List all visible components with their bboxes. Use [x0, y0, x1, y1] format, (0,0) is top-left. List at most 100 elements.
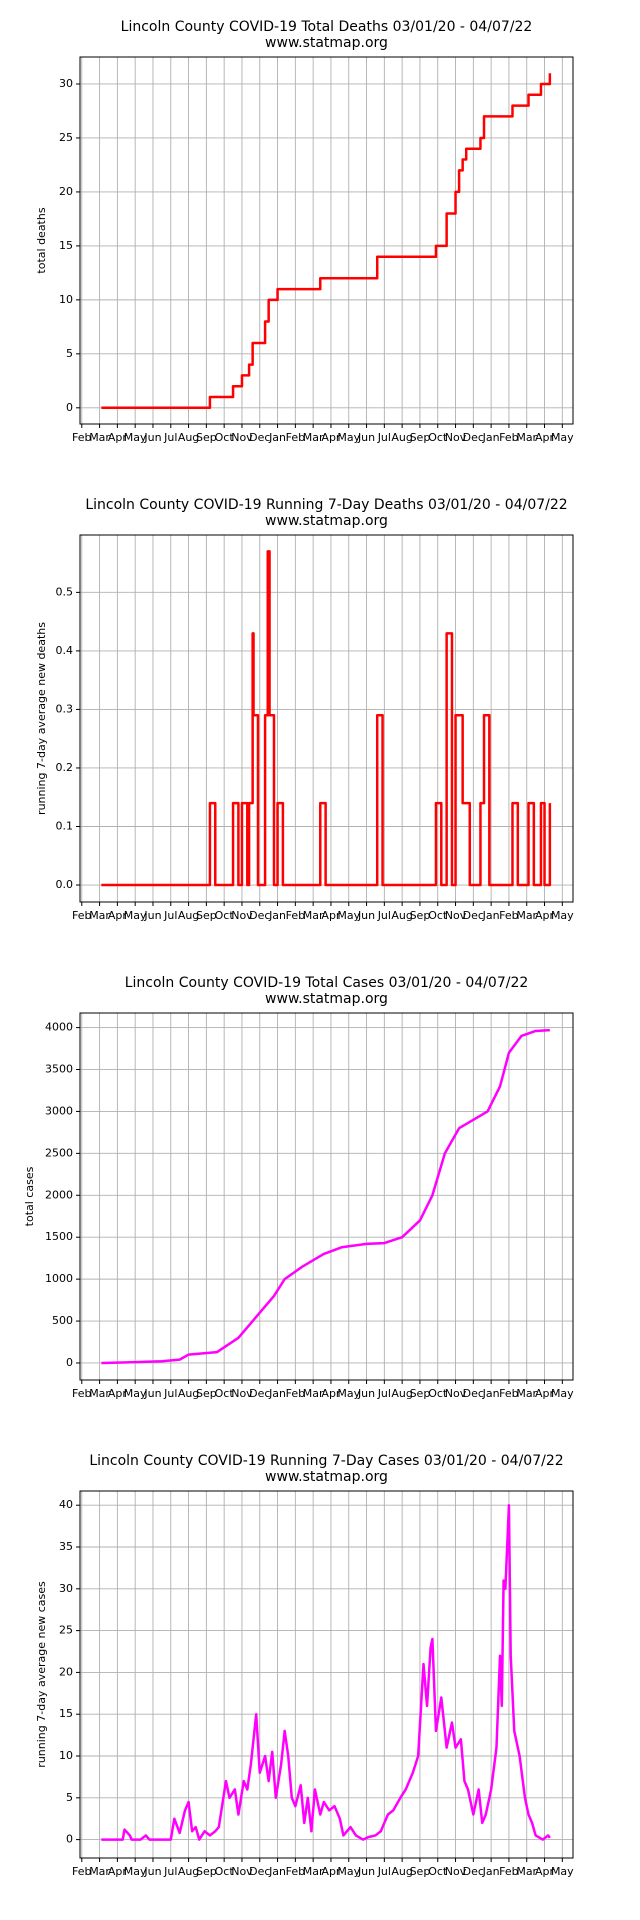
y-tick-label: 0.0 — [56, 878, 74, 891]
x-tick-label: Nov — [231, 1387, 253, 1400]
y-tick-label: 5 — [66, 347, 73, 360]
x-tick-label: Nov — [445, 1865, 467, 1878]
x-tick-label: Oct — [215, 431, 235, 444]
x-tick-label: Sep — [196, 1865, 217, 1878]
x-tick-label: Apr — [108, 431, 128, 444]
y-tick-label: 4000 — [45, 1021, 73, 1034]
y-tick-label: 20 — [59, 185, 73, 198]
y-tick-label: 1000 — [45, 1272, 73, 1285]
plot-frame — [79, 1012, 574, 1381]
y-axis-label: running 7-day average new deaths — [35, 622, 48, 815]
x-tick-label: Jan — [268, 909, 286, 922]
x-tick-label: Feb — [286, 909, 305, 922]
y-tick-label: 2000 — [45, 1188, 73, 1201]
x-tick-label: Oct — [428, 431, 448, 444]
y-tick-label: 10 — [59, 1749, 73, 1762]
chart: Lincoln County COVID-19 Total Deaths 03/… — [35, 19, 574, 444]
x-tick-label: Feb — [499, 909, 518, 922]
x-tick-label: Apr — [321, 1865, 341, 1878]
x-tick-label: Jun — [143, 1865, 161, 1878]
x-tick-label: Apr — [108, 1865, 128, 1878]
chart-subtitle: www.statmap.org — [265, 991, 388, 1007]
x-tick-label: Mar — [89, 909, 110, 922]
x-tick-label: Mar — [89, 1387, 110, 1400]
x-tick-label: Sep — [196, 431, 217, 444]
y-axis-label: total deaths — [35, 207, 48, 273]
x-tick-label: Jun — [357, 431, 375, 444]
x-tick-label: Mar — [89, 1865, 110, 1878]
x-tick-label: Mar — [516, 431, 537, 444]
x-tick-label: Sep — [410, 909, 431, 922]
y-tick-label: 0 — [66, 401, 73, 414]
x-tick-label: Aug — [178, 1387, 199, 1400]
y-tick-label: 15 — [59, 1707, 73, 1720]
x-tick-label: Sep — [410, 1865, 431, 1878]
x-tick-label: Jun — [357, 1865, 375, 1878]
x-tick-label: Aug — [178, 1865, 199, 1878]
x-tick-label: May — [551, 909, 574, 922]
y-tick-label: 30 — [59, 1582, 73, 1595]
plot — [101, 73, 552, 410]
x-tick-label: Feb — [499, 431, 518, 444]
x-tick-label: Nov — [231, 1865, 253, 1878]
y-tick-label: 20 — [59, 1665, 73, 1678]
x-tick-label: Apr — [535, 1865, 555, 1878]
x-tick-label: Jul — [163, 1387, 177, 1400]
data-line — [101, 550, 552, 887]
x-tick-label: Dec — [463, 1387, 484, 1400]
y-tick-label: 35 — [59, 1540, 73, 1553]
x-tick-label: Oct — [215, 909, 235, 922]
x-tick-label: Feb — [72, 909, 91, 922]
x-tick-label: Jun — [143, 431, 161, 444]
x-tick-label: Apr — [535, 1387, 555, 1400]
x-tick-label: Jun — [357, 1387, 375, 1400]
x-tick-label: Jul — [377, 431, 391, 444]
x-tick-label: Jan — [268, 1387, 286, 1400]
x-tick-label: Jul — [377, 1387, 391, 1400]
data-line — [101, 1028, 550, 1365]
x-tick-label: Dec — [463, 909, 484, 922]
x-tick-label: May — [337, 1387, 360, 1400]
x-tick-label: Jul — [163, 1865, 177, 1878]
x-tick-label: May — [551, 431, 574, 444]
x-tick-label: Apr — [535, 909, 555, 922]
y-tick-label: 0.3 — [56, 702, 74, 715]
x-tick-label: Nov — [445, 1387, 467, 1400]
x-tick-label: Dec — [249, 431, 270, 444]
x-tick-label: Jul — [163, 909, 177, 922]
x-tick-label: Jul — [163, 431, 177, 444]
x-tick-label: Oct — [428, 1865, 448, 1878]
y-tick-label: 2500 — [45, 1146, 73, 1159]
x-tick-label: Nov — [231, 431, 253, 444]
x-tick-label: Aug — [391, 1865, 412, 1878]
x-tick-label: Oct — [215, 1387, 235, 1400]
x-tick-label: Feb — [286, 1865, 305, 1878]
plot-frame — [79, 534, 574, 903]
y-tick-label: 25 — [59, 131, 73, 144]
x-tick-label: Nov — [231, 909, 253, 922]
y-tick-label: 500 — [52, 1314, 73, 1327]
x-tick-label: Sep — [196, 909, 217, 922]
x-tick-label: Jan — [268, 1865, 286, 1878]
x-tick-label: May — [124, 1865, 147, 1878]
y-tick-label: 25 — [59, 1624, 73, 1637]
y-tick-label: 15 — [59, 239, 73, 252]
x-tick-label: Jul — [377, 1865, 391, 1878]
x-tick-label: Apr — [321, 909, 341, 922]
x-tick-label: Jan — [482, 909, 500, 922]
chart-title: Lincoln County COVID-19 Total Cases 03/0… — [125, 975, 529, 991]
chart-subtitle: www.statmap.org — [265, 513, 388, 529]
x-tick-label: Jan — [268, 431, 286, 444]
chart-subtitle: www.statmap.org — [265, 1469, 388, 1485]
x-tick-label: Apr — [108, 909, 128, 922]
x-tick-label: Mar — [516, 1387, 537, 1400]
x-tick-label: Jun — [143, 1387, 161, 1400]
x-tick-label: Aug — [391, 431, 412, 444]
x-tick-label: Jun — [143, 909, 161, 922]
x-tick-label: May — [337, 431, 360, 444]
x-tick-label: May — [337, 909, 360, 922]
y-tick-label: 1500 — [45, 1230, 73, 1243]
y-tick-label: 0.1 — [56, 819, 74, 832]
x-tick-label: Aug — [178, 909, 199, 922]
